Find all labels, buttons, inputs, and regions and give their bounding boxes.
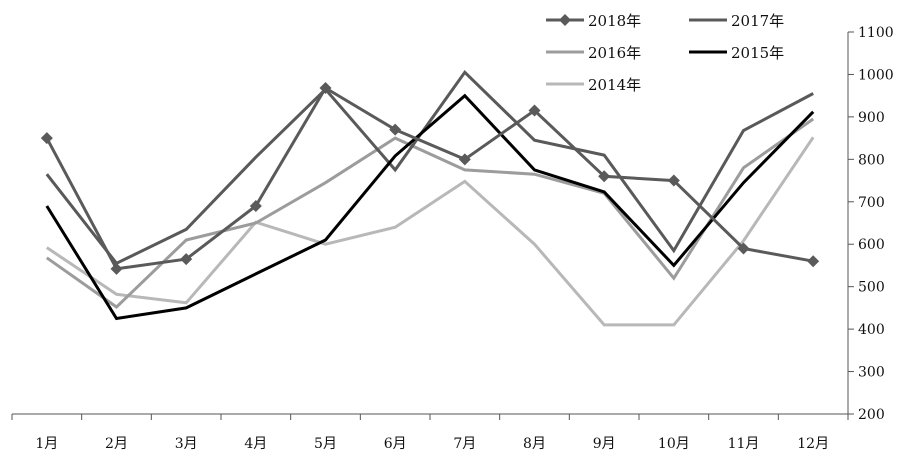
data-point [458, 153, 471, 166]
x-tick-label: 4月 [244, 436, 267, 452]
x-tick-label: 6月 [384, 436, 407, 452]
y-tick-label: 1000 [858, 67, 894, 83]
y-tick-label: 900 [858, 110, 885, 126]
y-tick-label: 500 [858, 280, 885, 296]
x-tick-label: 1月 [35, 436, 58, 452]
y-tick-label: 300 [858, 365, 885, 381]
legend-item: 2015年 [689, 44, 784, 62]
legend-item: 2017年 [689, 12, 784, 30]
legend-label: 2015年 [731, 44, 784, 62]
x-tick-label: 10月 [658, 436, 690, 452]
series-line [45, 117, 815, 309]
data-point [319, 82, 332, 95]
data-point [389, 123, 402, 136]
x-tick-label: 3月 [175, 436, 198, 452]
series-line [45, 85, 814, 271]
data-point [598, 170, 611, 183]
x-tick-label: 2月 [105, 436, 128, 452]
y-tick-label: 400 [858, 322, 885, 338]
data-point [667, 174, 680, 187]
series-line [45, 136, 815, 327]
series-line [45, 70, 814, 266]
x-tick-label: 12月 [797, 436, 829, 452]
series-2018年 [40, 82, 820, 275]
data-point [807, 255, 820, 268]
y-tick-label: 700 [858, 195, 885, 211]
legend-item: 2016年 [546, 44, 641, 62]
legend-label: 2018年 [588, 12, 641, 30]
legend-item: 2018年 [546, 12, 641, 30]
legend-item: 2014年 [546, 76, 641, 94]
data-point [180, 253, 193, 266]
data-point [110, 262, 123, 275]
series-line [45, 93, 815, 321]
chart-axes: 1月 2月 3月 4月 5月 6月 7月 8月 9月 10月 11月 12月 200 300 400 500 6… [11, 25, 894, 452]
x-tick-label: 9月 [593, 436, 616, 452]
y-tick-label: 800 [858, 152, 885, 168]
x-tick-label: 11月 [728, 436, 760, 452]
series-layer [40, 70, 820, 327]
legend-label: 2014年 [588, 76, 641, 94]
legend-marker [559, 14, 571, 26]
x-tick-label: 8月 [523, 436, 546, 452]
data-point [249, 200, 262, 213]
data-point [528, 104, 541, 117]
series-2016年 [45, 117, 815, 309]
legend-label: 2016年 [588, 44, 641, 62]
series-2014年 [45, 136, 815, 327]
legend: 2018年 2017年 2016年 2015年 2014年 [546, 12, 784, 94]
x-tick-label: 5月 [314, 436, 337, 452]
series-2015年 [45, 93, 815, 321]
y-tick-label: 200 [858, 407, 885, 423]
data-point [737, 242, 750, 255]
series-2017年 [45, 70, 814, 266]
legend-label: 2017年 [731, 12, 784, 30]
x-tick-label: 7月 [453, 436, 476, 452]
y-tick-label: 1100 [858, 25, 894, 41]
y-tick-label: 600 [858, 237, 885, 253]
data-point [40, 132, 53, 145]
